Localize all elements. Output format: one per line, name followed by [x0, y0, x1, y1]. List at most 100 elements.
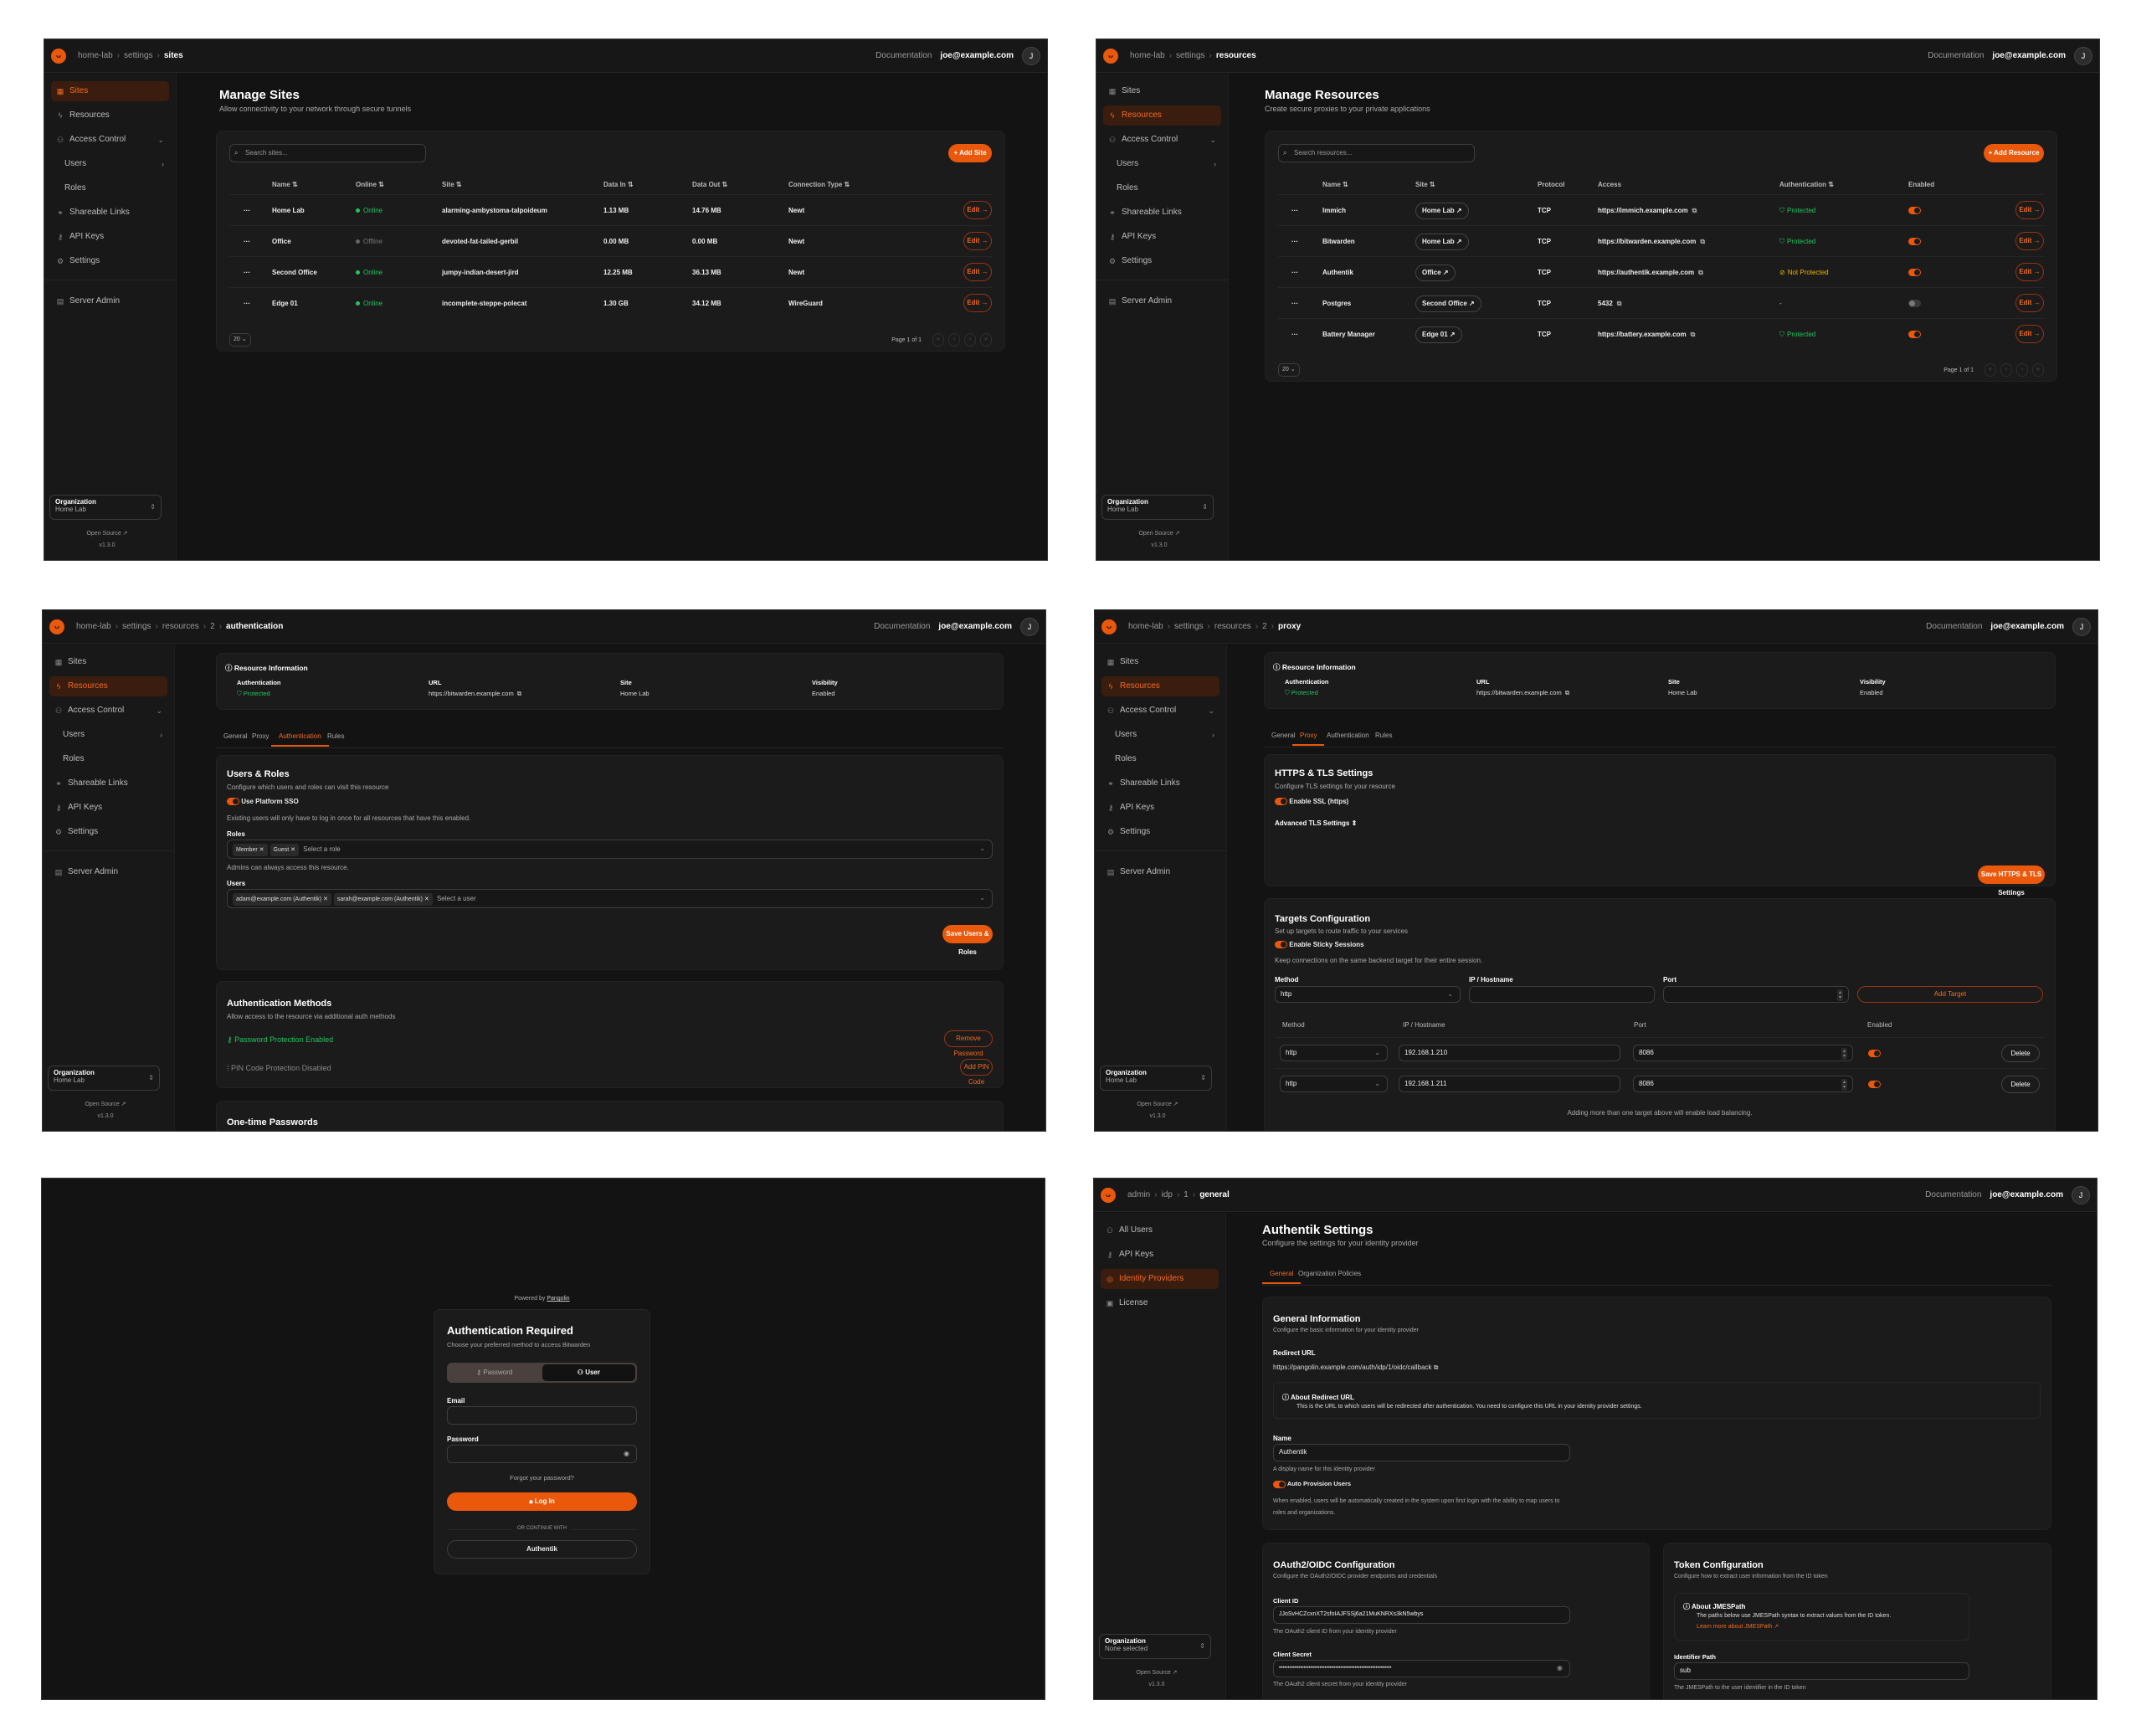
eye-icon[interactable]: ◉ [1557, 1661, 1563, 1676]
add-pin-code-button[interactable]: Add PIN Code [960, 1059, 993, 1086]
users-select[interactable]: adam@example.com (Authentik) ✕ sarah@exam… [227, 889, 993, 908]
avatar[interactable]: J [1022, 46, 1040, 65]
sidebar-item-roles[interactable]: Roles [51, 178, 169, 198]
method-select[interactable]: http ⌄ [1275, 986, 1461, 1003]
sidebar-item-api-keys[interactable]: ⚷ API Keys [1103, 227, 1221, 247]
last-page-button[interactable]: » [2032, 363, 2044, 377]
sidebar-item-access-control[interactable]: ⚇ Access Control ⌄ [1103, 130, 1221, 150]
copy-icon[interactable]: ⧉ [516, 690, 522, 697]
breadcrumb-item[interactable]: resources [1215, 51, 1256, 60]
documentation-link[interactable]: Documentation [874, 622, 931, 631]
user-email[interactable]: joe@example.com [938, 622, 1012, 631]
remove-password-button[interactable]: Remove Password [944, 1030, 993, 1057]
method-select[interactable]: http ⌄ [1280, 1045, 1388, 1061]
documentation-link[interactable]: Documentation [875, 51, 932, 60]
sidebar-item-api-keys[interactable]: ⚷ API Keys [51, 227, 169, 247]
delete-button[interactable]: Delete [2001, 1045, 2040, 1062]
email-field[interactable] [447, 1406, 637, 1425]
row-actions-icon[interactable]: ··· [244, 207, 250, 214]
breadcrumb-item[interactable]: admin [1127, 1190, 1151, 1199]
open-source-link[interactable]: Open Source ↗ [86, 531, 128, 537]
edit-button[interactable]: Edit → [2015, 294, 2044, 312]
page-size-select[interactable]: 20 ⌄ [229, 333, 251, 347]
documentation-link[interactable]: Documentation [1925, 1190, 1982, 1199]
open-source-link[interactable]: Open Source ↗ [1137, 1102, 1178, 1107]
breadcrumb-item[interactable]: resources [162, 622, 199, 631]
column-header[interactable]: Site ⇅ [442, 181, 462, 188]
avatar[interactable]: J [2072, 617, 2091, 636]
sidebar-item-access-control[interactable]: ⚇ Access Control ⌄ [1101, 701, 1219, 721]
row-actions-icon[interactable]: ··· [1291, 331, 1298, 338]
pangolin-logo[interactable]: ᴗ [51, 48, 66, 64]
breadcrumb-item[interactable]: 2 [210, 622, 215, 631]
stepper-icon[interactable]: ▴ ▾ [1841, 1079, 1847, 1091]
sidebar-item-users[interactable]: Users › [51, 154, 169, 174]
copy-icon[interactable]: ⧉ [1690, 331, 1696, 338]
tab-rules[interactable]: Rules [1375, 732, 1393, 739]
tab-password[interactable]: ⚷ Password [447, 1363, 542, 1383]
sidebar-item-resources[interactable]: ϟ Resources [51, 105, 169, 126]
enabled-toggle[interactable] [1908, 331, 1921, 339]
role-chip[interactable]: Member ✕ [233, 844, 268, 856]
enabled-toggle[interactable] [1908, 269, 1921, 277]
documentation-link[interactable]: Documentation [1926, 622, 1983, 631]
breadcrumb-item[interactable]: 1 [1184, 1190, 1189, 1199]
open-source-link[interactable]: Open Source ↗ [1138, 531, 1180, 537]
breadcrumb-item[interactable]: home-lab [76, 622, 111, 631]
sidebar-item-users[interactable]: Users › [1101, 725, 1219, 745]
sidebar-item-server-admin[interactable]: ▤ Server Admin [49, 862, 167, 882]
sidebar-item-settings[interactable]: ⚙ Settings [49, 822, 167, 842]
breadcrumb-item[interactable]: idp [1161, 1190, 1173, 1199]
sidebar-item-roles[interactable]: Roles [1103, 178, 1221, 198]
delete-button[interactable]: Delete [2001, 1076, 2040, 1093]
edit-button[interactable]: Edit → [2015, 263, 2044, 281]
tab-proxy[interactable]: Proxy [252, 732, 270, 740]
method-select[interactable]: http ⌄ [1280, 1076, 1388, 1092]
documentation-link[interactable]: Documentation [1928, 51, 1985, 60]
column-header[interactable]: Online ⇅ [356, 181, 384, 188]
enabled-toggle[interactable] [1908, 207, 1921, 215]
sidebar-item-all-users[interactable]: ⚇ All Users [1101, 1220, 1219, 1240]
sidebar-item-api-keys[interactable]: ⚷ API Keys [1101, 1245, 1219, 1265]
site-link[interactable]: Home Lab ↗ [1415, 203, 1469, 219]
save-tls-button[interactable]: Save HTTPS & TLS Settings [1978, 865, 2045, 896]
row-actions-icon[interactable]: ··· [244, 238, 250, 245]
add-resource-button[interactable]: + Add Resource [1984, 144, 2044, 162]
organization-selector[interactable]: Organization Home Lab ⇕ [1100, 1066, 1212, 1091]
breadcrumb-item[interactable]: home-lab [1128, 622, 1163, 631]
breadcrumb-item[interactable]: general [1199, 1190, 1230, 1199]
roles-select[interactable]: Member ✕ Guest ✕ Select a role ⌄ [227, 840, 993, 859]
sidebar-item-users[interactable]: Users › [1103, 154, 1221, 174]
avatar[interactable]: J [2072, 1185, 2090, 1204]
sidebar-item-sites[interactable]: ▦ Sites [51, 81, 169, 101]
sidebar-item-roles[interactable]: Roles [1101, 749, 1219, 769]
breadcrumb-item[interactable]: proxy [1278, 622, 1302, 631]
row-actions-icon[interactable]: ··· [1291, 238, 1298, 245]
copy-icon[interactable]: ⧉ [1616, 300, 1622, 307]
column-header[interactable]: Name ⇅ [272, 181, 298, 188]
copy-icon[interactable]: ⧉ [1564, 689, 1570, 696]
sidebar-item-license[interactable]: ▣ License [1101, 1293, 1219, 1313]
sidebar-item-shareable-links[interactable]: ⚭ Shareable Links [1103, 203, 1221, 223]
site-link[interactable]: Second Office ↗ [1415, 295, 1481, 312]
sidebar-item-settings[interactable]: ⚙ Settings [1101, 822, 1219, 842]
copy-icon[interactable]: ⧉ [1692, 207, 1697, 214]
next-page-button[interactable]: › [964, 333, 976, 347]
sidebar-item-shareable-links[interactable]: ⚭ Shareable Links [1101, 773, 1219, 794]
role-chip[interactable]: Guest ✕ [270, 844, 299, 856]
open-source-link[interactable]: Open Source ↗ [85, 1102, 126, 1107]
sidebar-item-shareable-links[interactable]: ⚭ Shareable Links [49, 773, 167, 794]
sidebar-item-settings[interactable]: ⚙ Settings [1103, 251, 1221, 271]
edit-button[interactable]: Edit → [2015, 325, 2044, 343]
port-input[interactable]: 8086 ▴ ▾ [1633, 1076, 1853, 1092]
tab-general[interactable]: General [1262, 1266, 1302, 1284]
user-email[interactable]: joe@example.com [1990, 1190, 2063, 1199]
user-email[interactable]: joe@example.com [1992, 51, 2066, 60]
breadcrumb-item[interactable]: settings [124, 51, 153, 60]
sidebar-item-roles[interactable]: Roles [49, 749, 167, 769]
organization-selector[interactable]: Organization Home Lab ⇕ [1101, 495, 1214, 520]
auto-provision-toggle[interactable] [1273, 1480, 1286, 1488]
pangolin-logo[interactable]: ᴗ [1101, 619, 1117, 634]
avatar[interactable]: J [2074, 46, 2092, 65]
tab-user[interactable]: ⚇ User [542, 1364, 635, 1381]
